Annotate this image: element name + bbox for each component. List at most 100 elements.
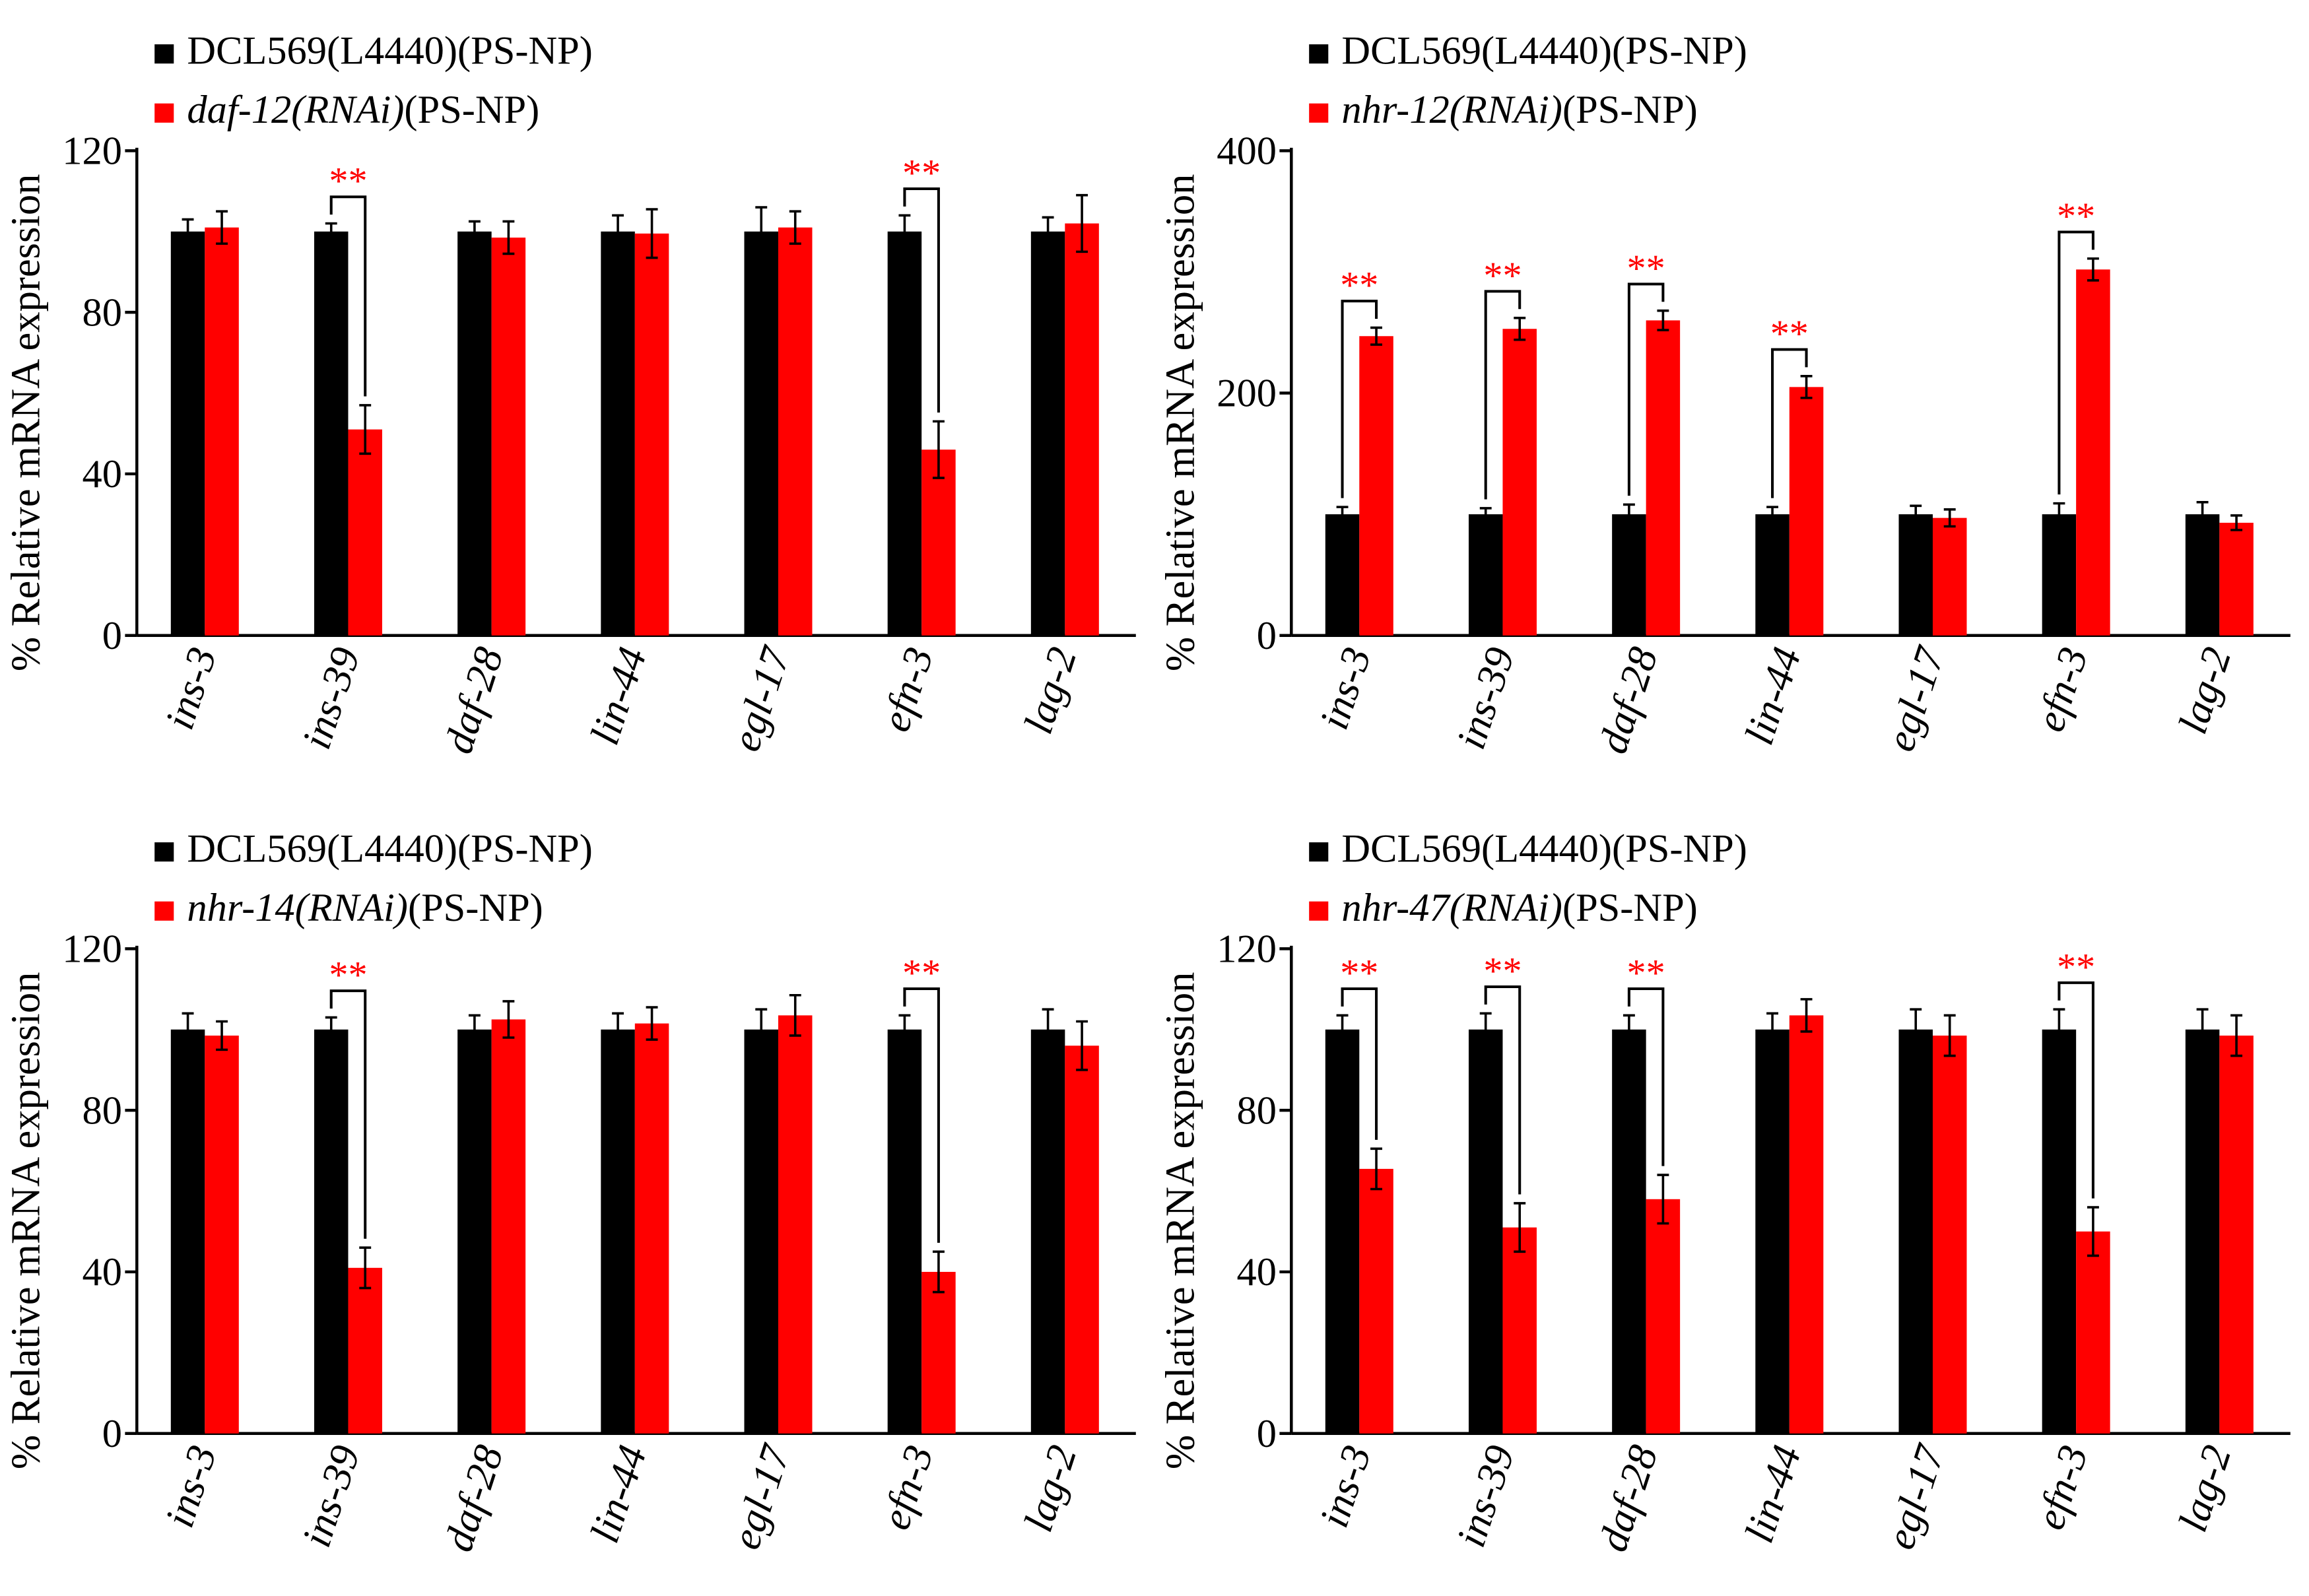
bar-control-efn-3 [887,1029,922,1434]
legend-swatch-control [1309,842,1329,862]
y-tick-label: 40 [82,452,121,496]
x-tick-label-ins-39: ins-39 [1448,1440,1523,1552]
x-tick-label-lag-2: lag-2 [2169,642,2240,739]
x-tick-label-efn-3: efn-3 [2026,642,2096,737]
bar-treatment-egl-17 [778,227,813,636]
bar-treatment-egl-17 [1932,517,1967,636]
y-axis-label: % Relative mRNA expression [1157,174,1203,671]
bar-treatment-ins-3 [205,227,239,636]
y-tick-label: 120 [62,129,122,174]
legend-label-text: (PS-NP) [1562,886,1698,930]
y-tick-label: 200 [1217,372,1277,416]
significance-label-ins-39: ** [329,954,367,997]
y-tick-label: 120 [62,927,122,972]
legend-label-text: (PS-NP) [404,88,539,132]
legend-label-treatment: nhr-47(RNAi)(PS-NP) [1341,886,1697,930]
significance-bracket-daf-28 [1627,283,1665,496]
legend-label-text: DCL569(L4440)(PS-NP) [1341,826,1747,871]
significance-bracket-lin-44 [1771,348,1808,498]
legend-label-text: (PS-NP) [408,886,543,930]
significance-bracket-ins-39 [329,989,367,1239]
bar-treatment-daf-28 [491,1019,526,1434]
bar-control-daf-28 [457,1029,492,1434]
bar-treatment-ins-39 [348,1267,382,1434]
bar-treatment-egl-17 [778,1015,813,1434]
legend-label-control: DCL569(L4440)(PS-NP) [187,28,592,73]
bar-treatment-lin-44 [634,1023,669,1434]
significance-label-daf-28: ** [1627,952,1665,995]
x-tick-label-lin-44: lin-44 [581,1440,655,1548]
x-tick-label-ins-39: ins-39 [293,642,369,754]
x-tick-label-egl-17: egl-17 [722,640,799,756]
bar-treatment-efn-3 [921,1271,956,1434]
y-tick-label: 80 [1236,1088,1276,1133]
x-tick-label-egl-17: egl-17 [1877,640,1954,756]
bar-treatment-daf-28 [1646,1199,1681,1434]
bar-control-ins-3 [170,231,205,636]
significance-label-ins-39: ** [1483,950,1522,993]
x-tick-label-egl-17: egl-17 [1877,1438,1954,1554]
x-tick-label-lin-44: lin-44 [1735,642,1810,750]
significance-label-daf-28: ** [1627,247,1665,290]
legend-label-italic: nhr-47(RNAi) [1341,886,1562,930]
legend-label-text: (PS-NP) [1562,88,1698,132]
bar-control-ins-39 [1468,1029,1503,1434]
bar-control-daf-28 [457,231,492,636]
bar-control-lag-2 [1030,1029,1065,1434]
x-tick-label-lag-2: lag-2 [1015,642,1085,739]
significance-bracket-ins-39 [1484,290,1522,500]
bar-control-ins-39 [314,1029,349,1434]
x-tick-label-ins-3: ins-3 [156,1440,225,1533]
y-tick-label: 0 [1257,614,1277,658]
bar-treatment-ins-3 [1359,336,1393,636]
bar-control-efn-3 [887,231,922,636]
bar-treatment-lag-2 [2219,1035,2254,1434]
x-tick-label-efn-3: efn-3 [872,1440,942,1535]
y-tick-label: 0 [102,614,122,658]
x-tick-label-ins-39: ins-39 [1448,642,1523,754]
legend-swatch-treatment [1309,901,1329,921]
x-tick-label-ins-39: ins-39 [293,1440,369,1552]
x-tick-label-efn-3: efn-3 [2026,1440,2096,1535]
x-tick-label-ins-3: ins-3 [156,642,225,735]
x-tick-label-lag-2: lag-2 [2169,1440,2240,1537]
bar-control-ins-39 [1468,514,1503,636]
chart-panel-top-left: DCL569(L4440)(PS-NP) daf-12(RNAi)(PS-NP) 0… [3,28,1136,759]
bar-control-lag-2 [2185,514,2220,636]
legend-swatch-control [1309,44,1329,64]
x-tick-label-lag-2: lag-2 [1015,1440,1085,1537]
bar-treatment-efn-3 [2076,1231,2110,1434]
significance-label-efn-3: ** [2057,945,2095,988]
significance-label-lin-44: ** [1770,312,1809,355]
bar-treatment-lin-44 [1789,387,1824,636]
x-tick-label-daf-28: daf-28 [1590,642,1667,758]
bar-treatment-ins-3 [1359,1168,1393,1434]
legend-label-control: DCL569(L4440)(PS-NP) [1341,826,1747,871]
bar-treatment-efn-3 [921,449,956,636]
chart-panel-bottom-left: DCL569(L4440)(PS-NP) nhr-14(RNAi)(PS-NP) 0… [3,826,1136,1557]
bar-control-egl-17 [1898,514,1933,636]
x-tick-label-ins-3: ins-3 [1310,1440,1380,1533]
bar-control-daf-28 [1612,514,1646,636]
significance-label-ins-3: ** [1340,952,1378,995]
y-axis-label: % Relative mRNA expression [3,972,49,1469]
bar-control-egl-17 [1898,1029,1933,1434]
y-tick-label: 0 [102,1412,122,1456]
y-tick-label: 400 [1217,129,1277,174]
legend-swatch-treatment [154,901,174,921]
significance-bracket-ins-3 [1341,300,1378,498]
x-tick-label-lin-44: lin-44 [581,642,655,750]
legend-label-italic: nhr-12(RNAi) [1341,88,1562,132]
significance-bracket-efn-3 [903,987,940,1243]
significance-label-efn-3: ** [2057,195,2095,238]
legend-label-italic: daf-12(RNAi) [187,88,404,132]
x-tick-label-daf-28: daf-28 [435,642,512,758]
bar-treatment-lag-2 [1065,1046,1099,1434]
significance-bracket-daf-28 [1627,987,1665,1166]
significance-label-ins-3: ** [1340,264,1378,307]
legend-swatch-control [154,842,174,862]
significance-bracket-efn-3 [2058,230,2094,495]
significance-bracket-ins-39 [329,195,367,397]
significance-label-efn-3: ** [902,952,941,995]
